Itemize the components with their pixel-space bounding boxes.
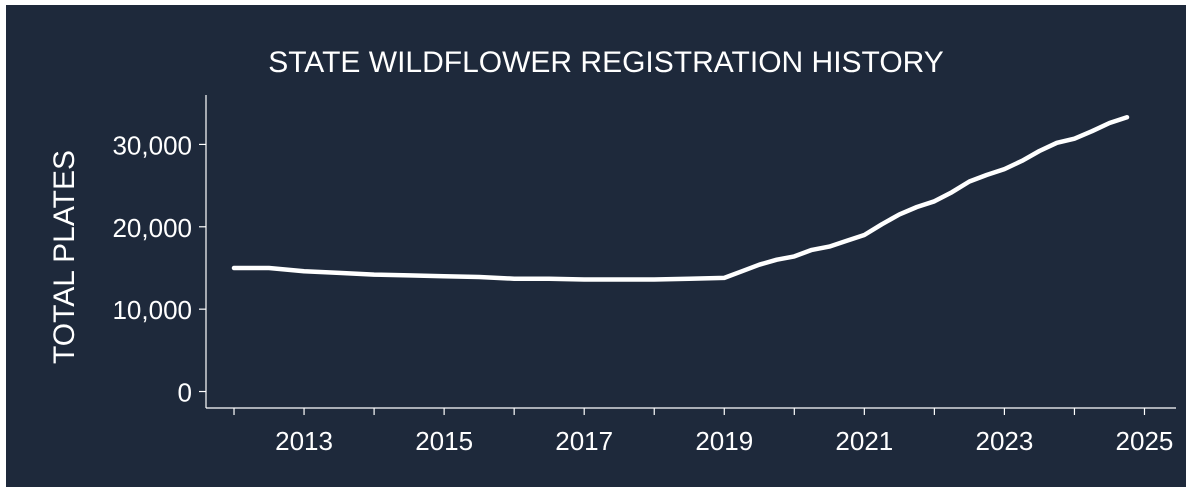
y-axis-title: TOTAL PLATES bbox=[48, 150, 81, 364]
y-tick-label: 10,000 bbox=[112, 295, 192, 325]
x-tick-label: 2023 bbox=[975, 426, 1033, 456]
y-tick-label: 30,000 bbox=[112, 130, 192, 160]
x-tick-label: 2021 bbox=[835, 426, 893, 456]
series-layer bbox=[231, 114, 1130, 282]
chart-panel: STATE WILDFLOWER REGISTRATION HISTORY TO… bbox=[6, 5, 1186, 487]
axes: 2013 2015 2017 2019 2021 2023 2025 0 10,000 20,00… bbox=[112, 95, 1176, 456]
x-tick-label: 2017 bbox=[555, 426, 613, 456]
x-tick-label: 2013 bbox=[275, 426, 333, 456]
x-tick-label: 2019 bbox=[695, 426, 753, 456]
y-tick-label: 0 bbox=[178, 378, 192, 408]
y-tick-label: 20,000 bbox=[112, 213, 192, 243]
x-tick-label: 2025 bbox=[1116, 426, 1174, 456]
series-line bbox=[231, 114, 1130, 282]
x-tick-label: 2015 bbox=[415, 426, 473, 456]
chart-title: STATE WILDFLOWER REGISTRATION HISTORY bbox=[268, 46, 944, 79]
line-chart: STATE WILDFLOWER REGISTRATION HISTORY TO… bbox=[48, 46, 1176, 456]
